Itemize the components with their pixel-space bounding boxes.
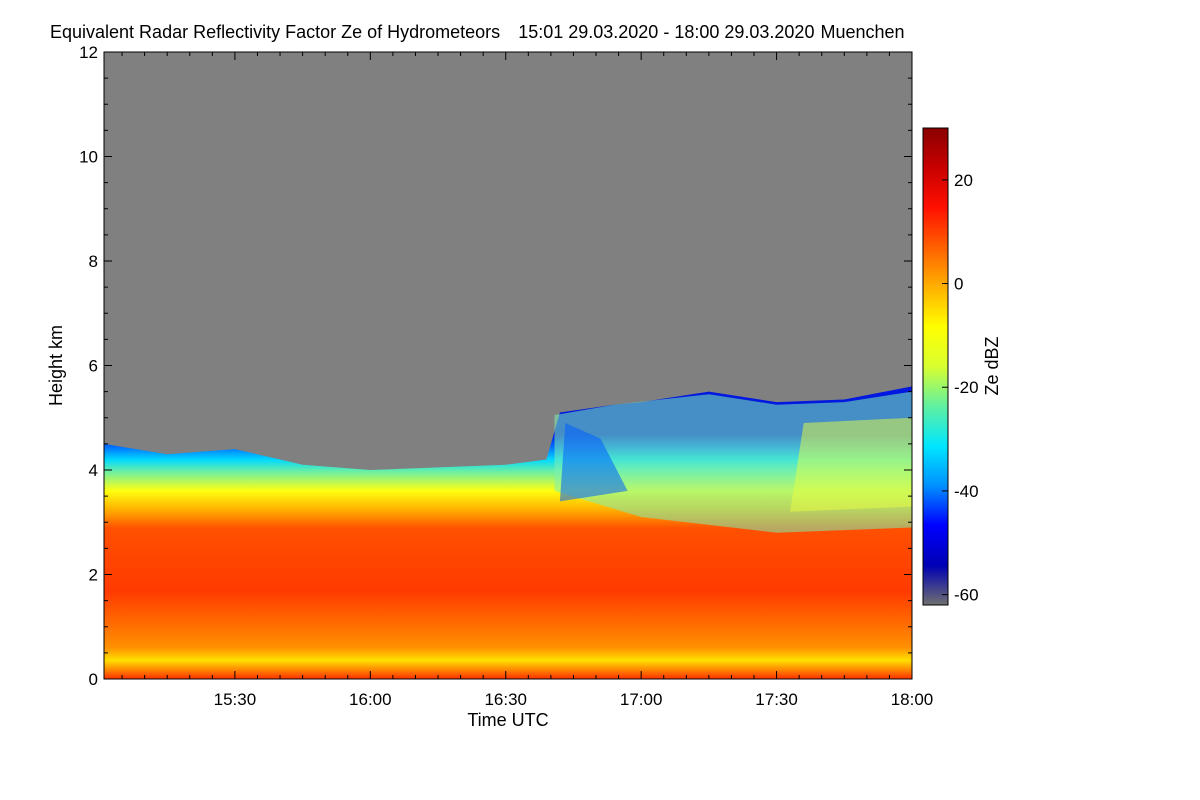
colorbar-tick-label: 0 bbox=[954, 275, 963, 294]
y-tick-label: 8 bbox=[89, 252, 98, 271]
upper-cloud-edge bbox=[559, 422, 628, 502]
x-tick-label: 17:30 bbox=[755, 690, 798, 709]
y-tick-label: 2 bbox=[89, 566, 98, 585]
y-axis-title: Height km bbox=[46, 325, 66, 406]
chart-site: Muenchen bbox=[820, 22, 905, 42]
x-tick-label: 16:30 bbox=[484, 690, 527, 709]
colorbar-tick-label: -60 bbox=[954, 586, 979, 605]
chart-time-range: 15:01 29.03.2020 - 18:00 29.03.2020 bbox=[518, 22, 815, 42]
colorbar-tick-label: 20 bbox=[954, 171, 973, 190]
colorbar-tick-label: -40 bbox=[954, 482, 979, 501]
x-tick-label: 18:00 bbox=[891, 690, 934, 709]
chart-title-text: Equivalent Radar Reflectivity Factor Ze … bbox=[50, 22, 501, 42]
y-tick-label: 10 bbox=[79, 148, 98, 167]
y-tick-label: 6 bbox=[89, 357, 98, 376]
colorbar-gradient bbox=[922, 127, 949, 606]
colorbar: 20 0 -20 -40 -60 Ze dBZ bbox=[922, 127, 1002, 606]
x-axis-title: Time UTC bbox=[467, 710, 548, 730]
x-tick-label: 15:30 bbox=[214, 690, 257, 709]
colorbar-tick-label: -20 bbox=[954, 378, 979, 397]
x-tick-label: 16:00 bbox=[349, 690, 392, 709]
y-tick-label: 4 bbox=[89, 461, 98, 480]
colorbar-title: Ze dBZ bbox=[982, 336, 1002, 395]
axes: 15:30 16:00 16:30 17:00 17:30 18:00 0 2 4 6 8 10 12 T… bbox=[46, 43, 933, 730]
plot-area bbox=[103, 51, 913, 680]
chart-title: Equivalent Radar Reflectivity Factor Ze … bbox=[50, 22, 905, 43]
y-tick-label: 0 bbox=[89, 670, 98, 689]
x-tick-label: 17:00 bbox=[620, 690, 663, 709]
y-tick-label: 12 bbox=[79, 43, 98, 62]
upper-cloud-streaks bbox=[790, 417, 912, 512]
plot-clip-group bbox=[104, 52, 912, 679]
